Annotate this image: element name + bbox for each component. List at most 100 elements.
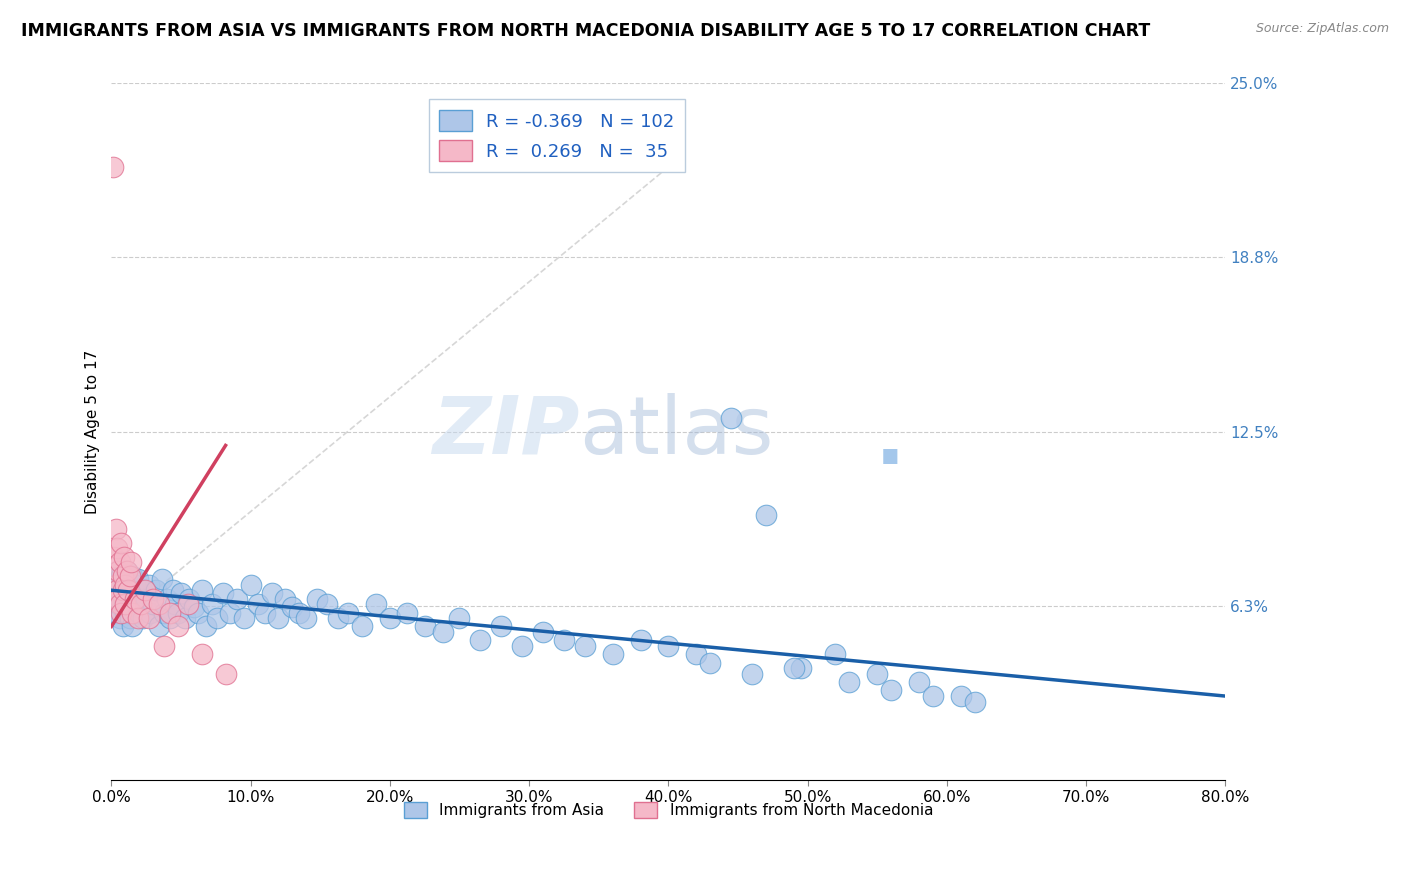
Point xyxy=(114,572,136,586)
Point xyxy=(253,606,276,620)
Point xyxy=(104,577,127,591)
Point xyxy=(110,586,132,600)
Point xyxy=(139,606,162,620)
Point xyxy=(720,410,742,425)
Point xyxy=(211,586,233,600)
Point xyxy=(657,639,679,653)
Point xyxy=(142,591,165,606)
Point xyxy=(114,606,136,620)
Point xyxy=(378,611,401,625)
Point xyxy=(114,597,136,611)
Point xyxy=(782,661,804,675)
Point xyxy=(922,689,945,703)
Y-axis label: Disability Age 5 to 17: Disability Age 5 to 17 xyxy=(86,350,100,514)
Point xyxy=(167,619,190,633)
Point xyxy=(880,683,903,698)
Point xyxy=(281,599,304,614)
Point xyxy=(108,555,131,569)
Point xyxy=(121,569,143,583)
Point xyxy=(174,611,197,625)
Point xyxy=(153,639,176,653)
Point xyxy=(218,606,240,620)
Point xyxy=(122,583,145,598)
Point xyxy=(125,597,148,611)
Point xyxy=(111,583,134,598)
Point xyxy=(110,536,132,550)
Point xyxy=(121,619,143,633)
Point xyxy=(288,606,311,620)
Point xyxy=(112,597,135,611)
Point xyxy=(316,597,339,611)
Text: Source: ZipAtlas.com: Source: ZipAtlas.com xyxy=(1256,22,1389,36)
Point xyxy=(117,599,139,614)
Point xyxy=(232,611,254,625)
Point xyxy=(118,611,141,625)
Point xyxy=(117,577,139,591)
Point xyxy=(156,591,179,606)
Text: .: . xyxy=(875,403,905,481)
Point xyxy=(395,606,418,620)
Point xyxy=(179,591,201,606)
Point xyxy=(183,599,205,614)
Point xyxy=(685,648,707,662)
Point xyxy=(699,656,721,670)
Point xyxy=(574,639,596,653)
Point xyxy=(755,508,778,522)
Point xyxy=(142,597,165,611)
Point xyxy=(413,619,436,633)
Point xyxy=(124,591,146,606)
Point xyxy=(108,611,131,625)
Point xyxy=(866,666,889,681)
Point xyxy=(105,541,128,556)
Point xyxy=(267,611,290,625)
Point xyxy=(602,648,624,662)
Point xyxy=(112,549,135,564)
Point xyxy=(117,583,139,598)
Point xyxy=(121,606,143,620)
Text: atlas: atlas xyxy=(579,392,773,470)
Point xyxy=(432,625,454,640)
Point xyxy=(104,522,127,536)
Point xyxy=(491,619,513,633)
Point xyxy=(337,606,360,620)
Point xyxy=(159,611,181,625)
Point xyxy=(191,583,214,598)
Point xyxy=(187,606,209,620)
Point xyxy=(214,666,236,681)
Point xyxy=(111,569,134,583)
Point xyxy=(159,606,181,620)
Point xyxy=(129,597,152,611)
Point xyxy=(127,572,149,586)
Point xyxy=(630,633,652,648)
Point xyxy=(138,577,160,591)
Legend: Immigrants from Asia, Immigrants from North Macedonia: Immigrants from Asia, Immigrants from No… xyxy=(398,796,939,824)
Point xyxy=(134,583,156,598)
Point xyxy=(107,577,129,591)
Point xyxy=(112,577,135,591)
Point xyxy=(350,619,373,633)
Point xyxy=(195,619,218,633)
Point xyxy=(108,591,131,606)
Point xyxy=(115,564,138,578)
Point xyxy=(167,606,190,620)
Point xyxy=(949,689,972,703)
Point xyxy=(105,564,128,578)
Point xyxy=(118,569,141,583)
Point xyxy=(107,564,129,578)
Point xyxy=(110,569,132,583)
Point xyxy=(741,666,763,681)
Point xyxy=(115,583,138,598)
Point xyxy=(274,591,297,606)
Point xyxy=(114,577,136,591)
Point xyxy=(145,583,167,598)
Point xyxy=(105,583,128,598)
Point xyxy=(108,597,131,611)
Point xyxy=(104,606,127,620)
Point xyxy=(191,648,214,662)
Point xyxy=(111,619,134,633)
Point xyxy=(131,583,153,598)
Point xyxy=(177,597,200,611)
Point xyxy=(328,611,350,625)
Point xyxy=(127,611,149,625)
Point xyxy=(963,695,986,709)
